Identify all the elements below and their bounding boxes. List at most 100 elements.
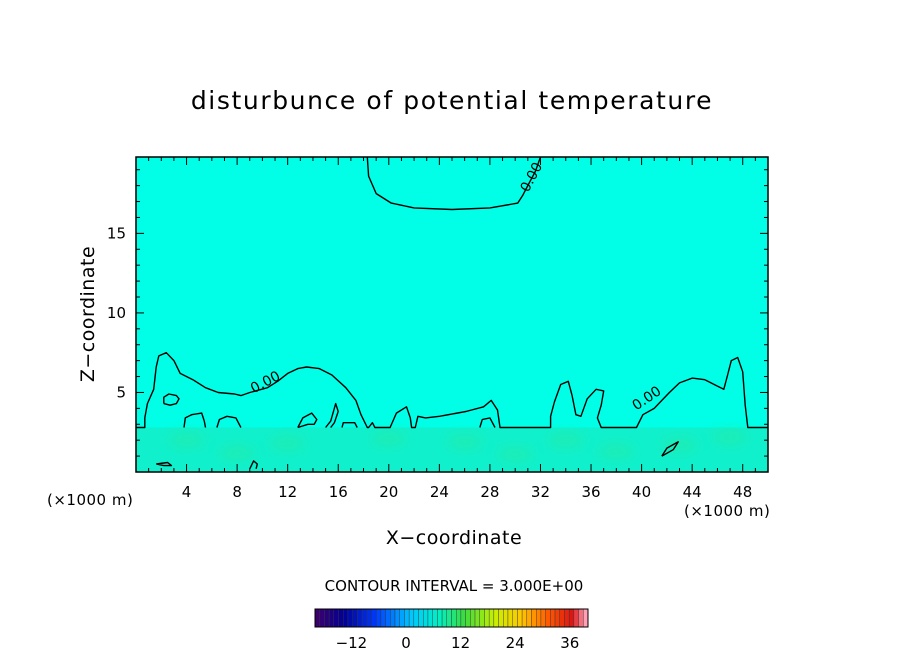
contour-line: [249, 460, 258, 470]
colorbar-cell: [568, 608, 575, 628]
colorbar-cell: [531, 608, 537, 628]
colorbar-cell: [338, 608, 344, 628]
colorbar-cell: [521, 608, 528, 628]
colorbar-cell: [536, 608, 542, 628]
colorbar-cell: [423, 608, 429, 628]
x-tick-label: 4: [182, 483, 192, 501]
colorbar-cell: [550, 608, 556, 628]
colorbar-cell: [408, 608, 415, 628]
colorbar-cell: [413, 608, 419, 628]
colorbar-cell: [488, 608, 495, 628]
colorbar-cell: [559, 608, 565, 628]
colorbar-tick-label: 12: [451, 634, 470, 652]
surface-blotch: [497, 446, 534, 463]
y-tick-label: 15: [107, 224, 126, 242]
contour-interval-label: CONTOUR INTERVAL = 3.000E+00: [324, 577, 584, 595]
colorbar-cell: [503, 608, 509, 628]
x-tick-label: 40: [632, 483, 651, 501]
contour-line: [297, 412, 318, 429]
colorbar-cell: [324, 608, 330, 628]
surface-blotch: [598, 443, 635, 460]
colorbar-cell: [432, 608, 438, 628]
colorbar-cell: [578, 608, 584, 628]
chart-title: disturbunce of potential temperature: [190, 86, 714, 115]
contour-line: [156, 461, 173, 467]
x-axis-title: X−coordinate: [385, 527, 523, 549]
colorbar-cell: [328, 608, 335, 628]
contour-line: [661, 441, 679, 457]
surface-blotch: [219, 444, 256, 461]
colorbar-tick-label: 36: [560, 634, 579, 652]
x-tick-label: 8: [232, 483, 242, 501]
colorbar-cell: [361, 608, 367, 628]
contour-line: [163, 393, 180, 406]
colorbar-cell: [573, 608, 579, 628]
colorbar-cell: [418, 608, 424, 628]
colorbar-cell: [441, 608, 447, 628]
colorbar-cell: [380, 608, 386, 628]
contour-line: [479, 417, 496, 428]
colorbar-cell: [394, 608, 400, 628]
colorbar-cell: [460, 608, 466, 628]
surface-blotch: [661, 436, 698, 453]
colorbar-cell: [343, 608, 349, 628]
colorbar-cell: [347, 608, 353, 628]
x-tick-label: 32: [531, 483, 550, 501]
colorbar-cell: [493, 608, 499, 628]
contour-line: [216, 415, 242, 428]
colorbar-tick-label: 0: [401, 634, 411, 652]
colorbar-cell: [399, 608, 405, 628]
colorbar-cell: [451, 608, 457, 628]
colorbar-cell: [583, 608, 589, 628]
surface-blotch: [446, 433, 483, 450]
colorbar-cell: [404, 608, 410, 628]
colorbar-cell: [474, 608, 480, 628]
colorbar-cell: [314, 608, 320, 628]
surface-blotch: [370, 430, 407, 447]
colorbar-cell: [319, 608, 325, 628]
colorbar-cell: [507, 608, 513, 628]
colorbar-cell: [484, 608, 490, 628]
colorbar-cell: [456, 608, 462, 628]
colorbar-cell: [371, 608, 377, 628]
colorbar-cell: [540, 608, 546, 628]
colorbar-cell: [554, 608, 560, 628]
x-tick-label: 12: [278, 483, 297, 501]
colorbar-tick-label: −12: [336, 634, 368, 652]
y-tick-label: 10: [107, 304, 126, 322]
x-axis-unit-left: (×1000 m): [47, 491, 134, 509]
x-tick-label: 20: [379, 483, 398, 501]
colorbar-cell: [512, 608, 518, 628]
colorbar-cell: [390, 608, 396, 628]
colorbar-cell: [446, 608, 452, 628]
colorbar-cell: [479, 608, 485, 628]
contour-line: [136, 352, 768, 429]
surface-blotch: [547, 432, 584, 449]
x-tick-label: 44: [683, 483, 702, 501]
colorbar-cell: [498, 608, 504, 628]
colorbar-cell: [517, 608, 523, 628]
colorbar-cell: [375, 608, 382, 628]
x-tick-label: 16: [329, 483, 348, 501]
contour-line: [341, 422, 358, 428]
contour-line: [183, 412, 207, 428]
surface-blotch: [712, 429, 749, 445]
contour-line: [366, 156, 542, 211]
y-axis-title: Z−coordinate: [77, 245, 99, 383]
x-tick-label: 28: [480, 483, 499, 501]
x-tick-label: 24: [430, 483, 449, 501]
y-tick-label: 5: [116, 383, 126, 401]
contour-line: [325, 402, 339, 428]
colorbar-cell: [564, 608, 570, 628]
x-tick-label: 36: [581, 483, 600, 501]
field-fill: [136, 157, 768, 472]
colorbar-cell: [357, 608, 363, 628]
colorbar-cell: [366, 608, 372, 628]
colorbar-cell: [385, 608, 391, 628]
colorbar-cell: [427, 608, 433, 628]
colorbar-cell: [470, 608, 476, 628]
x-tick-label: 48: [733, 483, 752, 501]
surface-blotch: [269, 435, 306, 452]
colorbar-cell: [545, 608, 551, 628]
